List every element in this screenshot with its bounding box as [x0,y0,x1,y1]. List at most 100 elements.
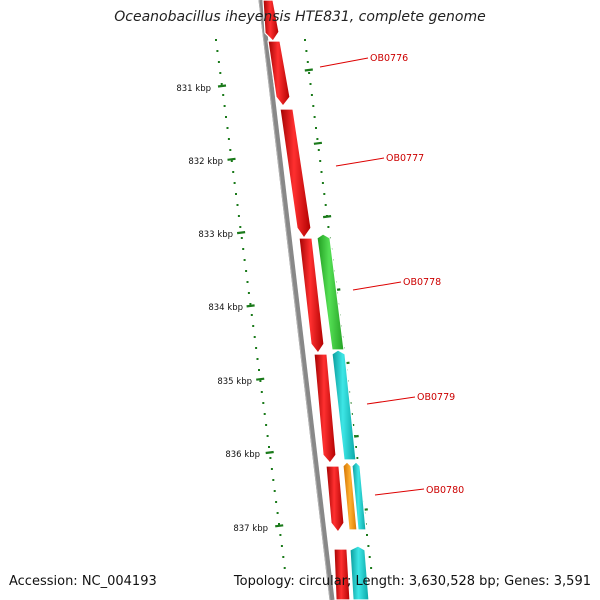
outer-scale-minor-tick [321,182,324,184]
gene-arrow-fwd-top [262,0,280,42]
gene-label-ob0780: OB0780 [426,485,464,496]
outer-scale-minor-tick [316,138,319,140]
scale-labels: 831 kbp 832 kbp 833 kbp 834 kbp 835 kbp … [176,84,268,534]
inner-scale-major-tick [227,157,236,161]
topology-text: Topology: circular; Length: 3,630,528 bp… [233,574,591,589]
inner-scale-minor-tick [252,325,255,327]
inner-scale-minor-tick [266,435,269,437]
outer-scale-minor-tick [305,50,308,52]
gene-arrow-ob0780-fwd [325,465,345,533]
outer-scale-major-tick [322,215,332,219]
inner-scale-minor-tick [280,545,283,547]
inner-scale-minor-tick [258,369,260,371]
gene-arrow-ob0780-cyan [351,461,367,531]
outer-scale-minor-tick [370,567,373,569]
inner-scale-minor-tick [247,292,250,294]
inner-scale-minor-tick [268,446,270,448]
outer-scale-minor-tick [315,127,317,129]
outer-scale-major-tick [313,141,323,145]
scale-label-835: 835 kbp [217,377,252,387]
inner-scale-minor-tick [246,281,249,283]
inner-scale-minor-tick [217,61,220,63]
forward-genes [262,0,351,600]
outer-scale-minor-tick [310,94,313,96]
inner-scale-major-tick [256,377,265,381]
backbone [258,0,335,600]
gene-arrow-ob0780-orange [342,461,358,531]
outer-scale-minor-tick [324,204,327,206]
inner-scale-minor-tick [223,105,226,107]
inner-scale-minor-tick [220,83,223,85]
inner-scale-minor-tick [259,380,262,382]
outer-scale-minor-tick [368,556,371,558]
inner-scale-minor-tick [255,347,258,349]
outer-scale-minor-tick [308,72,311,74]
inner-scale-minor-tick [283,567,286,569]
outer-scale-minor-tick [306,61,309,63]
inner-scale-minor-tick [282,556,285,558]
gene-arrow-ob0778-fwd [298,237,325,354]
outer-scale-minor-tick [327,226,330,228]
inner-scale-minor-tick [272,479,275,481]
inner-scale-minor-tick [275,501,278,503]
gene-arrow-ob0779 [331,349,357,461]
gene-arrow-rev-bottom-cyan [349,545,370,600]
inner-scale-minor-tick [265,424,268,426]
inner-scale-major-tick [265,450,274,455]
inner-scale-major-tick [275,524,284,528]
gene-arrow-fwd-bottom [333,548,351,600]
inner-scale-minor-tick [263,413,266,415]
outer-scale-minor-tick [317,149,320,151]
scale-label-833: 833 kbp [198,230,233,240]
inner-scale-minor-tick [276,512,279,514]
inner-scale-minor-tick [242,248,245,250]
inner-scale-minor-tick [222,94,225,96]
inner-scale-minor-tick [279,534,282,536]
outer-scale-major-tick [304,68,313,72]
inner-scale-minor-tick [232,171,235,173]
inner-scale-minor-tick [278,523,280,525]
outer-scale-minor-tick [320,171,323,173]
gene-arrow-ob0779-fwd [313,353,337,464]
inner-scale-minor-tick [262,402,265,404]
inner-scale-minor-tick [243,259,246,261]
inner-scale-minor-tick [225,116,227,118]
inner-scale-minor-tick [269,457,272,459]
scale-label-837: 837 kbp [233,524,268,534]
scale-label-831: 831 kbp [176,84,211,94]
inner-scale-minor-tick [229,149,232,151]
gene-label-ob0779: OB0779 [417,392,455,403]
inner-scale-minor-tick [226,127,229,129]
gene-labels: OB0776 OB0777 OB0778 OB0779 OB0780 [319,53,464,496]
inner-scale-major-tick [236,231,246,235]
scale-label-836: 836 kbp [225,450,260,460]
inner-scale-minor-tick [240,237,243,239]
inner-scale-minor-tick [245,270,248,272]
inner-scale-minor-tick [227,138,230,140]
inner-scale-minor-tick [253,336,256,338]
gene-arrow-ob0776 [267,40,291,107]
inner-scale-minor-tick [256,358,259,360]
inner-scale-minor-tick [216,50,219,52]
accession-text: Accession: NC_004193 [9,574,157,589]
inner-coordinate-scale [215,39,286,569]
inner-scale-major-tick [246,304,255,308]
inner-scale-minor-tick [230,160,233,162]
inner-scale-minor-tick [273,490,276,492]
scale-label-834: 834 kbp [208,303,243,313]
outer-scale-minor-tick [309,83,312,85]
outer-scale-minor-tick [367,545,370,547]
outer-scale-minor-tick [304,39,306,41]
inner-scale-minor-tick [237,215,240,217]
inner-scale-minor-tick [260,391,263,393]
inner-scale-major-tick [217,84,227,88]
gene-label-ob0776: OB0776 [370,53,408,64]
inner-scale-minor-tick [215,39,217,41]
gene-label-ob0778: OB0778 [403,277,441,288]
inner-scale-minor-tick [249,303,252,305]
outer-scale-minor-tick [352,424,355,426]
scale-label-832: 832 kbp [188,157,223,167]
gene-arrow-ob0778 [316,233,345,351]
outer-scale-minor-tick [355,446,357,448]
